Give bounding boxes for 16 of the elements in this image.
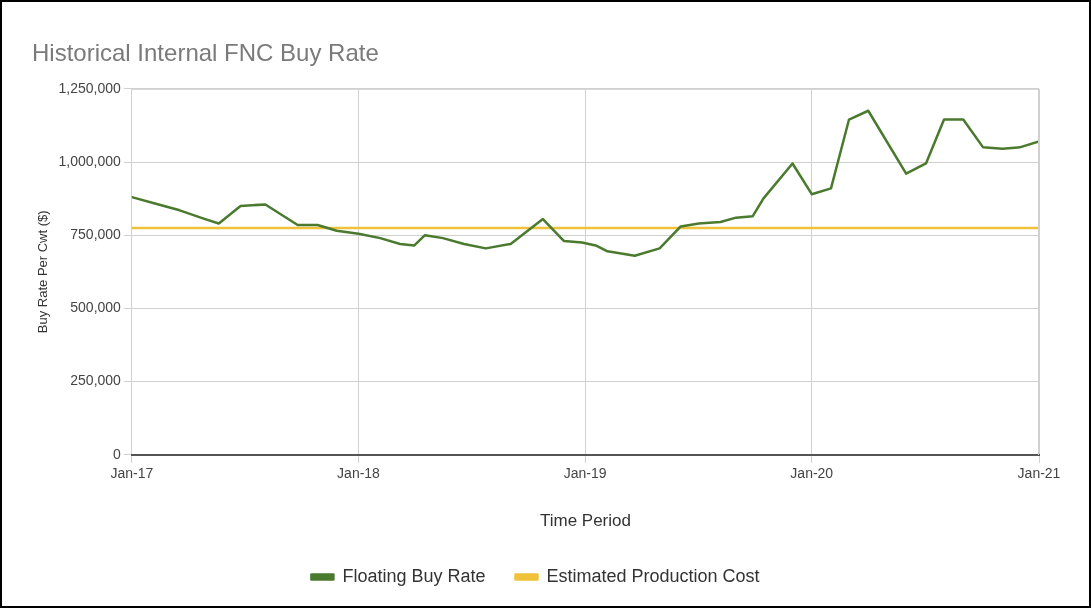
- y-tick-label: 250,000: [70, 372, 122, 389]
- x-tick-label: Jan-21: [1017, 465, 1061, 482]
- y-tick-label: 0: [113, 445, 122, 462]
- y-tick-label: 1,250,000: [58, 79, 122, 96]
- x-axis-title: Time Period: [539, 511, 631, 531]
- x-tick-label: Jan-17: [110, 465, 154, 482]
- y-tick-label: 750,000: [70, 226, 122, 243]
- legend-label: Estimated Production Cost: [546, 565, 760, 586]
- y-tick-label: 1,000,000: [58, 152, 122, 169]
- legend-label: Floating Buy Rate: [342, 565, 486, 586]
- chart-title: Historical Internal FNC Buy Rate: [32, 39, 379, 67]
- y-tick-label: 500,000: [70, 299, 122, 316]
- y-axis-title: Buy Rate Per Cwt ($): [35, 210, 51, 334]
- x-tick-label: Jan-18: [337, 465, 381, 482]
- x-tick-label: Jan-20: [790, 465, 834, 482]
- x-tick-label: Jan-19: [563, 465, 607, 482]
